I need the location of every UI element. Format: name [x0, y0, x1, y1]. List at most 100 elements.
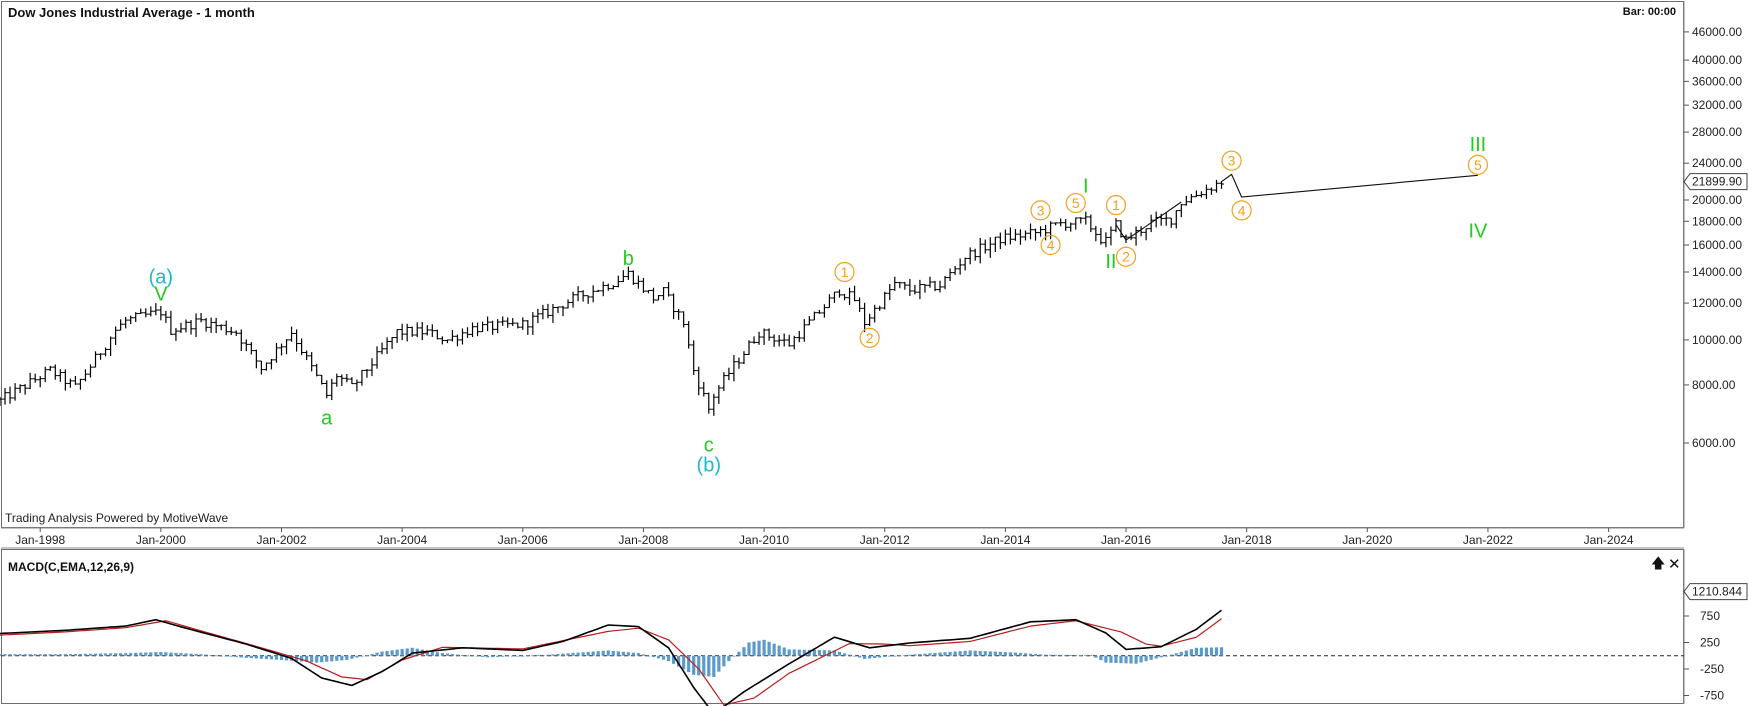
macd-histogram-bar — [546, 654, 550, 656]
macd-histogram-bar — [114, 653, 118, 656]
macd-histogram-bar — [149, 652, 153, 656]
macd-histogram-bar — [8, 654, 12, 656]
macd-histogram-bar — [958, 651, 962, 656]
wave-label: a — [321, 408, 333, 430]
macd-histogram-bar — [672, 655, 676, 664]
wave-label: II — [1105, 251, 1116, 273]
macd-histogram-bar — [863, 655, 867, 659]
projection-layer — [1115, 173, 1478, 241]
macd-histogram-bar — [521, 655, 525, 657]
macd-histogram-bar — [229, 655, 233, 657]
x-tick-label: Jan-2020 — [1342, 533, 1392, 547]
macd-histogram-bar — [3, 654, 7, 656]
macd-histogram-bar — [1104, 655, 1108, 663]
x-tick-label: Jan-2018 — [1222, 533, 1272, 547]
macd-histogram-bar — [1013, 652, 1018, 656]
macd-histogram-bar — [435, 652, 439, 656]
y-tick-label: 16000.00 — [1692, 238, 1742, 252]
macd-histogram-bar — [531, 655, 535, 657]
macd-histogram-bar — [244, 655, 248, 658]
macd-histogram-bar — [973, 650, 977, 656]
macd-histogram-bar — [918, 653, 922, 656]
macd-histogram-bar — [53, 654, 57, 656]
macd-histogram-bar — [1134, 655, 1138, 664]
macd-histogram-bar — [204, 654, 208, 656]
macd-histogram-bar — [1038, 654, 1043, 656]
macd-histogram-bar — [651, 655, 656, 658]
x-tick-label: Jan-2022 — [1463, 533, 1513, 547]
x-tick-label: Jan-2000 — [136, 533, 186, 547]
price-bars-layer — [0, 179, 1225, 416]
macd-histogram-bar — [621, 651, 625, 656]
macd-histogram-bar — [83, 653, 88, 656]
macd-histogram-bar — [1214, 647, 1219, 656]
macd-histogram-bar — [903, 655, 907, 656]
macd-histogram-bar — [410, 647, 414, 656]
macd-histogram-bar — [506, 655, 510, 657]
wave-label: I — [1083, 175, 1089, 197]
macd-histogram-bar — [968, 650, 972, 656]
macd-histogram-bar — [93, 653, 98, 656]
macd-histogram-bar — [345, 655, 349, 660]
wave-label: 3 — [1228, 153, 1236, 169]
wave-label: IV — [1468, 220, 1488, 242]
y-tick-label: 6000.00 — [1692, 436, 1736, 450]
macd-histogram-bar — [541, 654, 545, 656]
y-tick-label: 14000.00 — [1692, 265, 1742, 279]
wave-label: 4 — [1238, 202, 1246, 218]
macd-histogram-bar — [440, 653, 444, 656]
macd-label: MACD(C,EMA,12,26,9) — [8, 560, 134, 574]
macd-histogram-bar — [405, 648, 409, 656]
macd-histogram-bar — [445, 653, 449, 656]
macd-histogram-bar — [702, 655, 706, 676]
macd-line — [0, 609, 1222, 706]
macd-histogram-bar — [88, 653, 93, 656]
macd-histogram-bar — [144, 652, 148, 656]
macd-histogram-bar — [1059, 654, 1063, 656]
macd-histogram-bar — [752, 641, 756, 656]
x-tick-label: Jan-2012 — [860, 533, 910, 547]
macd-close-button[interactable]: ✕ — [1668, 555, 1681, 573]
last-price-badge: 21899.90 — [1683, 173, 1748, 191]
macd-histogram-bar — [370, 653, 374, 656]
macd-histogram-bar — [717, 655, 721, 672]
macd-histogram-bar — [360, 655, 364, 657]
x-tick-label: Jan-2002 — [256, 533, 306, 547]
macd-histogram-bar — [842, 653, 847, 656]
macd-histogram-bar — [857, 655, 862, 658]
macd-histogram-bar — [1179, 651, 1183, 656]
macd-histogram-bar — [63, 654, 67, 656]
macd-histogram-bar — [707, 655, 711, 677]
macd-histogram-bar — [58, 654, 62, 656]
macd-histogram-bar — [1069, 654, 1073, 656]
macd-histogram-bar — [797, 649, 801, 656]
macd-histogram-bar — [1149, 655, 1153, 660]
macd-histogram-bar — [581, 652, 585, 656]
macd-histogram-bar — [556, 653, 560, 656]
macd-histogram-bar — [878, 655, 882, 658]
wave-label-circle — [1231, 200, 1252, 221]
macd-histogram-bar — [315, 655, 319, 663]
macd-histogram-bar — [953, 651, 957, 656]
macd-move-up-button[interactable]: 🡅 — [1651, 556, 1665, 572]
macd-histogram-bar — [501, 655, 505, 657]
macd-histogram-bar — [641, 654, 646, 656]
macd-histogram-bar — [601, 650, 605, 656]
wave-label-circle — [1030, 200, 1051, 221]
macd-histogram-bar — [913, 654, 917, 656]
macd-histogram-bar — [772, 643, 776, 656]
macd-histogram-bar — [119, 653, 123, 656]
macd-histogram-bar — [164, 652, 168, 656]
y-tick-label: 28000.00 — [1692, 125, 1742, 139]
macd-histogram-bar — [1099, 655, 1103, 661]
macd-histogram-bar — [747, 642, 751, 656]
wave-label-circle — [1040, 234, 1061, 256]
macd-histogram-bar — [511, 655, 515, 657]
wave-projection-line — [1221, 173, 1478, 198]
macd-histogram-bar — [812, 649, 816, 656]
macd-histogram-bar — [174, 652, 178, 656]
macd-histogram-bar — [159, 652, 163, 656]
macd-histogram-bar — [1169, 654, 1173, 656]
